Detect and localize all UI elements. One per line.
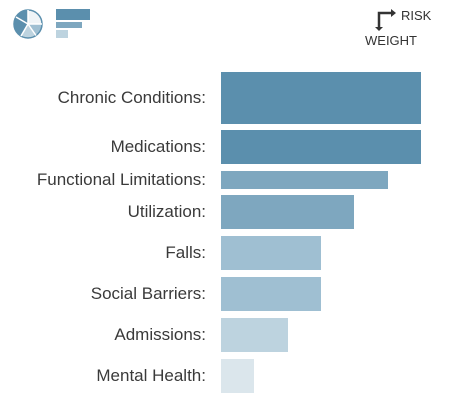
- sort-arrow-icon: [375, 9, 396, 31]
- factor-label: Utilization:: [127, 202, 206, 221]
- factor-bar[interactable]: [221, 72, 421, 124]
- sort-toggle[interactable]: RISK WEIGHT: [359, 4, 449, 50]
- factor-bar[interactable]: [221, 195, 354, 229]
- factor-label: Social Barriers:: [90, 284, 206, 303]
- pie-chart-icon[interactable]: [12, 8, 44, 40]
- view-toggle: [12, 8, 92, 40]
- bar-chart-icon[interactable]: [56, 8, 92, 40]
- factor-label: Chronic Conditions:: [57, 88, 206, 107]
- factor-bar[interactable]: [221, 277, 321, 311]
- factor-bar[interactable]: [221, 359, 254, 393]
- factor-label: Functional Limitations:: [36, 170, 206, 189]
- sort-risk-label: RISK: [401, 8, 432, 23]
- factor-label: Medications:: [110, 137, 206, 156]
- factor-label: Falls:: [165, 243, 206, 262]
- factor-bar[interactable]: [221, 130, 421, 164]
- sort-weight-label: WEIGHT: [365, 33, 417, 48]
- factor-bar[interactable]: [221, 318, 288, 352]
- factor-label: Admissions:: [114, 325, 206, 344]
- factor-bar[interactable]: [221, 171, 388, 189]
- factor-label: Mental Health:: [96, 366, 206, 385]
- factor-bar[interactable]: [221, 236, 321, 270]
